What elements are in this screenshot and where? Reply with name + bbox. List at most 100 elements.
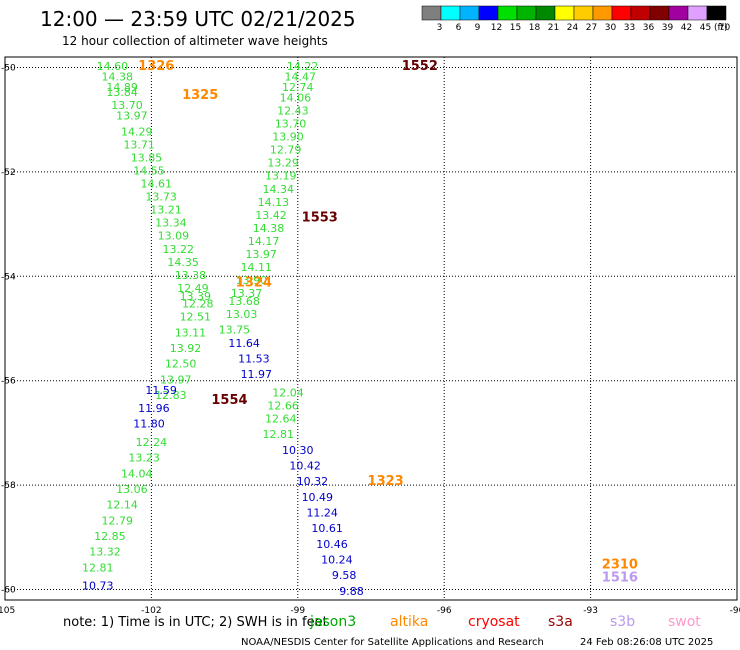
track-id-label: 1323 (368, 474, 404, 489)
swh-value-jason3: 12.14 (106, 499, 138, 512)
swh-value-jason3: 14.61 (141, 178, 173, 191)
swh-value-jason3: 13.97 (160, 373, 192, 386)
page-subtitle: 12 hour collection of altimeter wave hei… (62, 34, 328, 48)
legend-label: 70 (719, 23, 731, 33)
swh-value-jason3: 12.79 (270, 144, 302, 157)
swh-value-sentinel: 11.64 (228, 337, 260, 350)
swh-value-jason3: 12.51 (180, 311, 212, 324)
swh-value-jason3: 13.73 (145, 191, 177, 204)
legend-swatch (649, 5, 670, 21)
lat-tick-label: -50 (1, 63, 16, 73)
swh-value-jason3: 12.28 (182, 298, 214, 311)
legend-swatch (478, 5, 499, 21)
lat-tick-label: -60 (1, 586, 16, 596)
swh-value-sentinel: 10.42 (289, 459, 321, 472)
swh-value-sentinel: 11.24 (306, 506, 338, 519)
swh-value-jason3: 13.85 (131, 151, 163, 164)
legend-label: 36 (643, 23, 655, 33)
swh-value-jason3: 14.38 (101, 70, 133, 83)
swh-value-jason3: 14.22 (287, 60, 319, 73)
swh-value-sentinel: 10.46 (316, 538, 348, 551)
map-frame (4, 56, 738, 601)
swh-value-sentinel: 11.53 (238, 352, 270, 365)
swh-value-jason3: 13.84 (106, 86, 138, 99)
footer-note: note: 1) Time is in UTC; 2) SWH is in fe… (63, 615, 328, 630)
page-title: 12:00 — 23:59 UTC 02/21/2025 (40, 7, 356, 31)
swh-value-jason3: 13.11 (175, 326, 207, 339)
swh-value-jason3: 13.90 (236, 274, 268, 287)
swh-value-sentinel: 10.30 (282, 444, 314, 457)
legend-label: 39 (662, 23, 674, 33)
swh-value-jason3: 13.29 (267, 157, 299, 170)
track-labels: 1326132515521553132415541323155523101516 (138, 59, 638, 586)
swh-value-jason3: 13.71 (123, 138, 155, 151)
legend-label: 24 (567, 23, 579, 33)
legend-label: 21 (548, 23, 559, 33)
track-id-label: 1554 (211, 393, 247, 408)
legend-swatch (421, 5, 442, 21)
legend-label: 6 (456, 23, 462, 33)
swh-value-jason3: 14.47 (284, 70, 316, 83)
swh-value-jason3: 12.74 (282, 81, 314, 94)
swh-value-jason3: 13.92 (170, 342, 202, 355)
swh-value-jason3: 12.66 (267, 399, 299, 412)
satellite-jason3: jason3 (309, 614, 356, 630)
lat-tick-label: -58 (1, 481, 16, 491)
legend-swatch (611, 5, 632, 21)
legend-label: 33 (624, 23, 635, 33)
legend-swatch (592, 5, 613, 21)
legend-label: 27 (586, 23, 597, 33)
swh-value-jason3: 14.13 (258, 196, 290, 209)
lon-tick-label: -96 (437, 606, 452, 616)
color-scale-legend: 3 6 9 12 15 18 21 24 27 30 33 36 39 42 45 70(ft) (421, 5, 731, 33)
lat-tick-label: -54 (1, 272, 16, 282)
swh-value-jason3: 14.04 (121, 467, 153, 480)
swh-value-jason3: 13.70 (275, 117, 307, 130)
swh-value-sentinel: 10.49 (302, 491, 334, 504)
footer-credit: NOAA/NESDIS Center for Satellite Applica… (241, 637, 544, 648)
swh-value-jason3: 13.38 (175, 269, 207, 282)
swh-value-jason3: 13.90 (272, 131, 304, 144)
legend-swatch (668, 5, 689, 21)
swh-value-jason3: 13.68 (228, 295, 260, 308)
legend-label: 15 (510, 23, 521, 33)
swh-value-jason3: 12.81 (82, 561, 114, 574)
legend-label: 3 (437, 23, 443, 33)
swh-value-jason3: 13.09 (158, 230, 190, 243)
swh-value-jason3: 13.19 (265, 170, 297, 183)
swh-value-jason3: 14.34 (263, 183, 295, 196)
swh-value-jason3: 14.11 (241, 261, 273, 274)
legend-unit: (ft) (714, 23, 728, 33)
swh-value-jason3: 12.49 (177, 282, 209, 295)
lat-tick-label: -56 (1, 377, 16, 387)
swh-value-jason3: 14.89 (106, 81, 138, 94)
swh-value-jason3: 14.17 (248, 235, 280, 248)
swh-value-jason3: 14.55 (133, 164, 165, 177)
swh-value-jason3: 12.79 (101, 514, 133, 527)
swh-value-jason3: 14.29 (121, 125, 153, 138)
map-grid (5, 57, 737, 600)
swh-value-jason3: 14.60 (97, 60, 129, 73)
track-id-label: 1552 (402, 59, 438, 74)
swh-value-jason3: 14.35 (167, 256, 199, 269)
lon-tick-label: -99 (290, 606, 305, 616)
swh-value-jason3: 12.22 (50, 637, 82, 650)
swh-value-sentinel: 11.97 (241, 368, 273, 381)
swh-value-jason3: 12.24 (136, 436, 168, 449)
swh-value-jason3: 13.39 (180, 290, 212, 303)
legend-swatch (497, 5, 518, 21)
track-id-label: 1553 (302, 210, 338, 225)
swh-value-jason3: 12.64 (265, 412, 297, 425)
plot-border (4, 56, 738, 601)
lon-tick-label: -90 (730, 606, 740, 616)
satellite-altika: altika (390, 614, 428, 630)
swh-value-jason3: 12.83 (155, 389, 187, 402)
satellite-cryosat: cryosat (468, 614, 520, 630)
swh-value-jason3: 12.50 (165, 358, 197, 371)
satellite-swot: swot (668, 614, 701, 630)
satellite-legend: jason3 altika cryosat s3a s3b swot (309, 614, 701, 630)
legend-label: 12 (491, 23, 502, 33)
swh-value-sentinel: 11.80 (133, 418, 165, 431)
swh-value-jason3: 12.43 (277, 104, 309, 117)
